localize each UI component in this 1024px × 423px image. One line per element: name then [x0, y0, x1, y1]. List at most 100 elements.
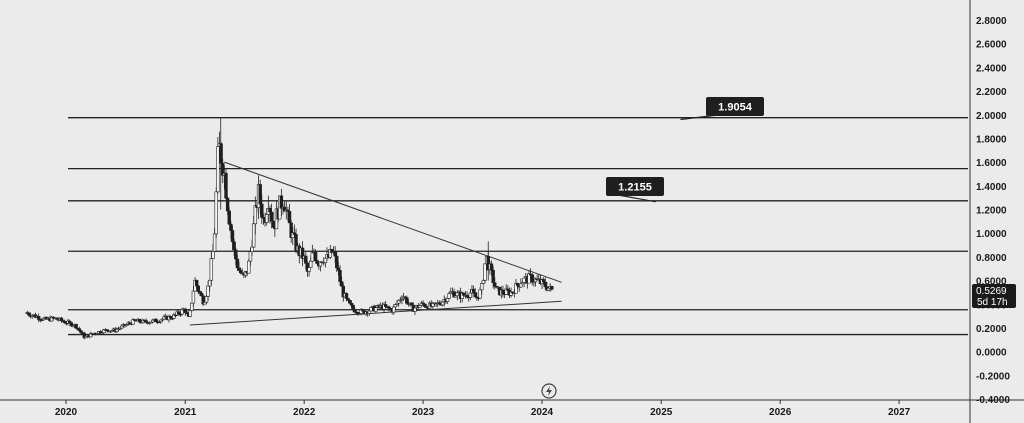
candle-body [214, 191, 218, 235]
x-tick-label: 2021 [174, 407, 197, 418]
candle-body [237, 267, 241, 271]
target-callouts[interactable]: 1.9054 1.2155 [606, 97, 764, 203]
candle-body [515, 283, 520, 286]
resistance-trendline[interactable] [224, 161, 562, 283]
candle-body [74, 324, 78, 329]
candle-body [307, 267, 311, 272]
y-tick-label: 1.0000 [976, 229, 1007, 240]
candle-body [251, 223, 256, 248]
candle-body [335, 255, 339, 269]
candle-body [183, 308, 187, 313]
candle-body [188, 310, 192, 317]
candle-body [501, 289, 505, 294]
y-axis[interactable]: 2.8000 2.6000 2.4000 2.2000 2.0000 1.8000 1.60… [976, 16, 1010, 406]
candle-body [530, 274, 534, 283]
candle-body [247, 260, 251, 274]
candle-body [352, 308, 357, 313]
candle-body [253, 205, 258, 225]
current-price-label: 0.5269 [976, 286, 1007, 297]
candle-body [304, 255, 308, 264]
candle-body [522, 277, 526, 283]
candle-body [260, 203, 264, 218]
y-tick-label: 0.6000 [976, 277, 1007, 288]
candle-body [209, 258, 214, 281]
candle-body [191, 290, 196, 304]
candle-body [480, 283, 484, 291]
candle-body [227, 210, 231, 225]
x-tick-label: 2025 [650, 407, 673, 418]
candle-body [418, 305, 422, 308]
candle-body [478, 289, 482, 299]
candle-body [36, 316, 41, 320]
y-tick-label: 0.0000 [976, 348, 1007, 359]
x-tick-label: 2024 [531, 407, 554, 418]
candle-body [229, 223, 233, 231]
candle-body [468, 292, 473, 298]
y-tick-label: 0.2000 [976, 324, 1007, 335]
target-arrow [617, 194, 656, 203]
x-tick-label: 2027 [888, 407, 911, 418]
x-axis[interactable]: 2020 2021 2022 2023 2024 2025 2026 2027 [55, 400, 911, 418]
candle-body [137, 318, 142, 323]
candle-body [323, 257, 328, 264]
candle-body [232, 241, 236, 251]
y-tick-label: 2.2000 [976, 87, 1007, 98]
candle-body [216, 146, 220, 193]
candle-body [527, 273, 531, 284]
candle-body [351, 304, 355, 310]
candle-body [190, 302, 194, 311]
candle-body [333, 251, 337, 257]
candle-body [338, 270, 342, 282]
candle-body [287, 211, 292, 224]
candle-body [235, 258, 240, 269]
candle-body [265, 214, 269, 223]
candle-body [258, 184, 262, 205]
candle-body [344, 293, 349, 299]
candle-body [405, 297, 409, 304]
y-tick-label: 2.0000 [976, 111, 1007, 122]
candle-body [230, 230, 235, 243]
candle-body [69, 322, 73, 327]
candle-body [471, 288, 476, 293]
candle-body [546, 287, 551, 291]
x-tick-label: 2023 [412, 407, 435, 418]
candle-body [348, 299, 352, 304]
candle-body [447, 293, 451, 299]
candle-body [238, 270, 243, 274]
candle-body [336, 267, 341, 271]
y-tick-label: 1.4000 [976, 182, 1007, 193]
candle-body [212, 233, 217, 252]
candle-body [248, 251, 253, 262]
x-tick-label: 2026 [769, 407, 792, 418]
candle-body [211, 251, 215, 259]
price-series [25, 118, 554, 340]
target-box[interactable] [706, 97, 764, 116]
candle-body [310, 252, 315, 262]
target-label: 1.9054 [718, 102, 753, 114]
x-tick-label: 2022 [293, 407, 316, 418]
candle-body [59, 317, 64, 321]
support-trendline[interactable] [189, 300, 562, 326]
candle-body [204, 296, 209, 303]
candle-body [543, 281, 547, 288]
candle-body [199, 292, 204, 297]
candle-body [154, 318, 158, 323]
candle-body [250, 246, 254, 252]
candle-body [483, 263, 487, 281]
candle-body [445, 298, 450, 302]
candle-body [541, 279, 546, 283]
candle-body [367, 310, 372, 314]
target-box[interactable] [606, 177, 664, 196]
candle-body [393, 304, 398, 308]
candle-body [120, 325, 124, 329]
candle-body [177, 311, 181, 315]
y-tick-label: 1.2000 [976, 206, 1007, 217]
candle-body [383, 304, 388, 307]
candle-body [440, 301, 445, 306]
candle-body [413, 307, 417, 312]
candle-body [374, 307, 378, 312]
candle-body [473, 292, 477, 298]
replay-icon[interactable] [541, 383, 557, 399]
candle-body [410, 302, 414, 306]
